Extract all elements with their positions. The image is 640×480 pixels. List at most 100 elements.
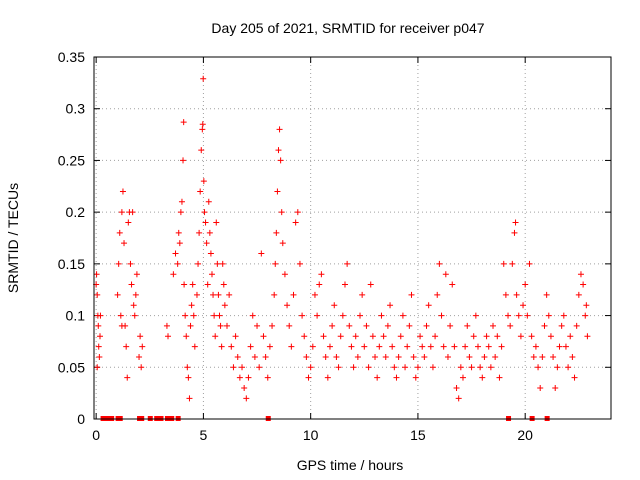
data-point [187, 322, 194, 329]
data-point [558, 322, 565, 329]
x-axis-label: GPS time / hours [297, 457, 404, 473]
data-point [127, 260, 134, 267]
data-point [421, 353, 428, 360]
data-point [123, 343, 130, 350]
data-point [374, 374, 381, 381]
data-point [271, 291, 278, 298]
data-series [93, 75, 591, 421]
data-point [277, 157, 284, 164]
data-point [520, 302, 527, 309]
data-point [320, 333, 327, 340]
data-point [198, 147, 205, 154]
data-point [95, 322, 102, 329]
data-point [247, 343, 254, 350]
data-point [254, 322, 261, 329]
data-point [224, 322, 231, 329]
data-point [208, 271, 215, 278]
data-point [341, 281, 348, 288]
data-point [136, 353, 143, 360]
data-point [177, 209, 184, 216]
data-point [562, 343, 569, 350]
data-point [550, 353, 557, 360]
data-point [543, 291, 550, 298]
data-point [303, 353, 310, 360]
data-point [299, 312, 306, 319]
data-point [201, 209, 208, 216]
data-point [382, 353, 389, 360]
data-point [434, 291, 441, 298]
data-point [245, 374, 252, 381]
data-point [565, 364, 572, 371]
data-point [571, 374, 578, 381]
data-point [580, 281, 587, 288]
data-point [276, 126, 283, 133]
data-point [414, 364, 421, 371]
data-point [232, 333, 239, 340]
data-point [380, 333, 387, 340]
data-point [432, 333, 439, 340]
data-point [180, 157, 187, 164]
data-point [498, 343, 505, 350]
data-point [256, 364, 263, 371]
data-point [584, 333, 591, 340]
data-point [376, 343, 383, 350]
data-point [239, 364, 246, 371]
data-point [220, 281, 227, 288]
data-point [202, 219, 209, 226]
data-point [545, 312, 552, 319]
data-point [241, 384, 248, 391]
data-point [408, 291, 415, 298]
data-point [125, 219, 132, 226]
data-point [337, 333, 344, 340]
data-point [117, 312, 124, 319]
data-point [128, 281, 135, 288]
data-point [170, 271, 177, 278]
data-point [318, 271, 325, 278]
data-point [118, 209, 125, 216]
data-point [181, 281, 188, 288]
data-point [348, 343, 355, 350]
data-point [365, 364, 372, 371]
axes: 0 0.05 0.1 0.15 0.2 0.25 0.3 0.35 0 5 10 15 20 [58, 49, 611, 443]
data-point [172, 250, 179, 257]
data-point [447, 322, 454, 329]
data-point [294, 209, 301, 216]
data-point [402, 364, 409, 371]
data-point [462, 343, 469, 350]
y-tick-label: 0.1 [66, 308, 86, 324]
data-point [258, 250, 265, 257]
data-point [436, 260, 443, 267]
y-axis-label: SRMTID / TECUs [5, 183, 21, 293]
data-point [505, 312, 512, 319]
data-point [575, 291, 582, 298]
data-point [494, 333, 501, 340]
data-point [333, 353, 340, 360]
data-point [511, 229, 518, 236]
data-point [490, 322, 497, 329]
data-point [94, 291, 101, 298]
x-tick-label: 15 [410, 427, 426, 443]
data-point [378, 312, 385, 319]
data-point [211, 312, 218, 319]
data-point [210, 291, 217, 298]
data-point [339, 312, 346, 319]
data-point [459, 374, 466, 381]
data-point [417, 333, 424, 340]
data-point [477, 364, 484, 371]
data-point [359, 291, 366, 298]
data-point [189, 281, 196, 288]
data-point [228, 343, 235, 350]
data-point [269, 322, 276, 329]
data-point [97, 333, 104, 340]
data-point [513, 291, 520, 298]
data-point [138, 364, 145, 371]
data-point [180, 119, 187, 126]
y-tick-label: 0.35 [58, 49, 85, 65]
data-point [423, 322, 430, 329]
chart-title: Day 205 of 2021, SRMTID for receiver p04… [211, 20, 484, 36]
data-point [560, 312, 567, 319]
data-point [316, 281, 323, 288]
data-point [369, 333, 376, 340]
data-point [404, 343, 411, 350]
x-tick-label: 10 [303, 427, 319, 443]
